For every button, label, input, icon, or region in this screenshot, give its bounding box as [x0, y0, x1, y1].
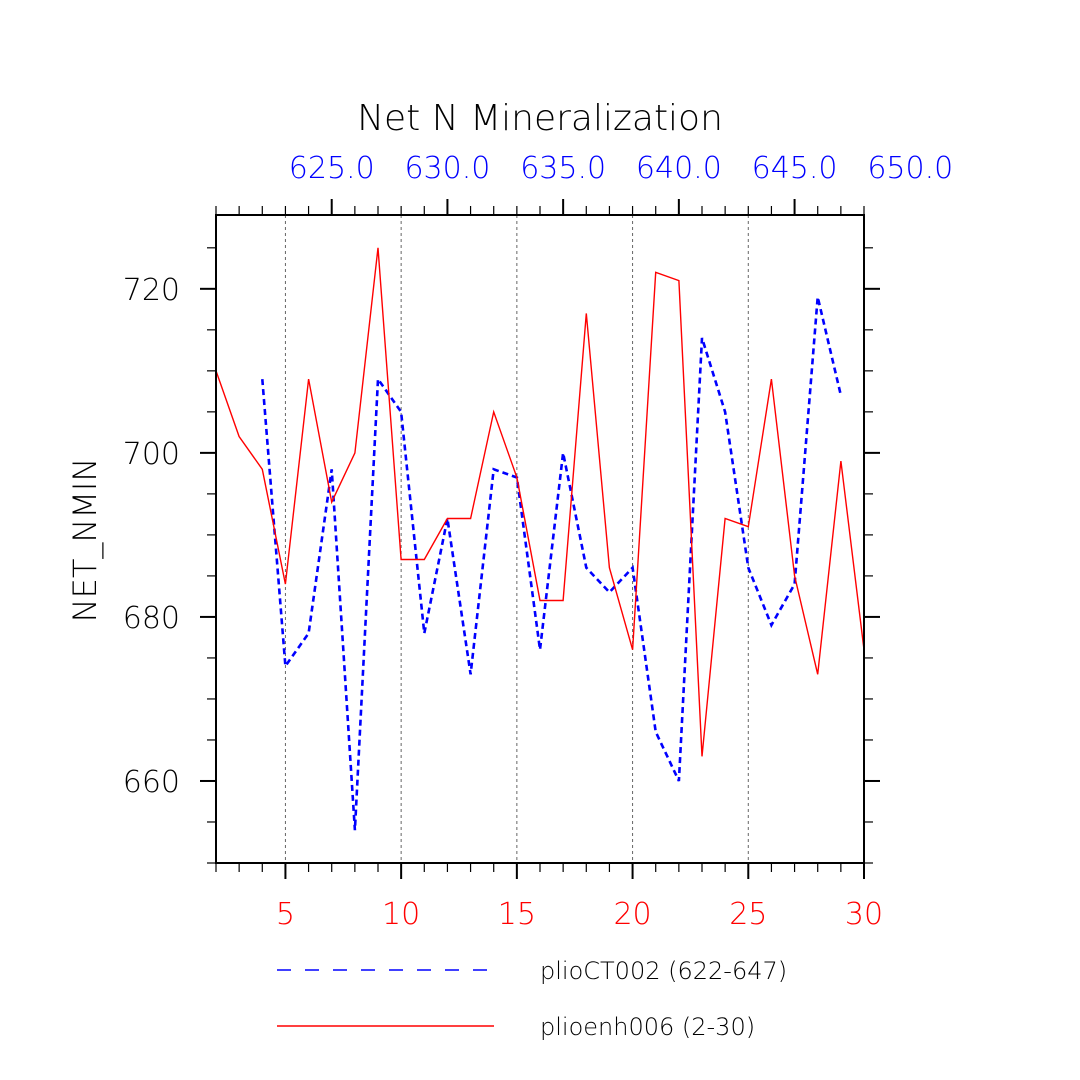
x-top-tick-label: 650.0 — [867, 151, 953, 186]
x-bottom-tick-label: 5 — [276, 897, 295, 932]
x-top-tick-label: 625.0 — [289, 151, 375, 186]
y-tick-label: 720 — [123, 273, 180, 308]
x-top-tick-label: 640.0 — [636, 151, 722, 186]
x-top-tick-label: 630.0 — [404, 151, 490, 186]
y-tick-label: 680 — [123, 601, 180, 636]
x-bottom-tick-label: 20 — [613, 897, 651, 932]
axis-ticks — [200, 199, 880, 879]
chart-title: Net N Mineralization — [357, 98, 723, 139]
y-tick-label: 660 — [123, 765, 180, 800]
x-bottom-tick-label: 30 — [845, 897, 883, 932]
tick-labels: 5 10 15 20 25 30 625.0 630.0 635.0 640.0 645.0 650.… — [123, 151, 953, 932]
series-line-plioct002 — [261, 296, 843, 831]
gridlines — [284, 215, 749, 863]
x-top-tick-label: 635.0 — [520, 151, 606, 186]
x-bottom-tick-label: 15 — [498, 897, 536, 932]
y-tick-label: 700 — [123, 437, 180, 472]
x-bottom-tick-label: 25 — [729, 897, 767, 932]
x-top-tick-label: 645.0 — [752, 151, 838, 186]
x-bottom-tick-label: 10 — [382, 897, 420, 932]
legend-label: plioCT002 (622-647) — [540, 957, 787, 985]
series-lines — [215, 247, 865, 831]
series-line-plioenh006 — [215, 247, 865, 757]
y-axis-label: NET_NMIN — [66, 458, 104, 623]
legend: plioCT002 (622-647) plioenh006 (2-30) — [277, 957, 787, 1041]
legend-label: plioenh006 (2-30) — [540, 1013, 755, 1041]
